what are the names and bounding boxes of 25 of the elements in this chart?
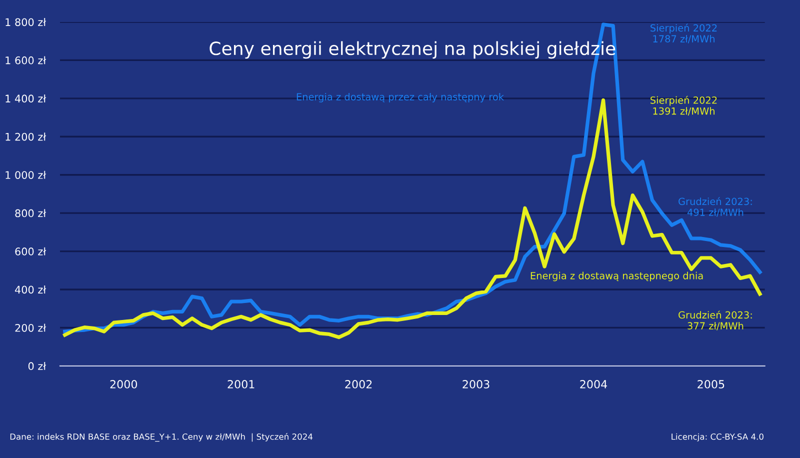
y-tick-label: 800 zł [15,209,46,218]
text: Dane: indeks RDN BASE oraz BASE_Y+1. Ceny w zł/MWh | Styczeń 2024 [10,433,313,442]
annotation: Sierpień 2022 1787 zł/MWh [650,24,717,44]
x-tick-label: 2003 [462,380,490,388]
y-tick-label: 200 zł [15,324,46,332]
y-tick-label: 1 200 zł [6,132,46,141]
text: Ceny energii elektrycznej na polskiej giełdzie [210,41,616,59]
text: Energia z dostawą przez cały następny rok [296,92,504,102]
x-tick-label: 2001 [228,380,254,388]
y-tick-label: 1 400 zł [6,94,46,103]
y-tick-label: 600 zł [15,247,46,256]
x-tick-label: 2005 [698,380,724,388]
x-tick-label: 2002 [345,380,372,388]
text: Licencja: CC-BY-SA 4.0 [672,433,764,442]
y-tick-label: 0 zł [28,362,46,370]
y-tick-label: 1 000 zł [6,170,46,179]
x-tick-label: 2004 [580,380,608,388]
y-tick-label: 1 800 zł [6,18,46,26]
y-tick-label: 400 zł [15,286,46,294]
annotation: Sierpień 2022 1391 zł/MWh [650,96,717,116]
y-tick-label: 1 600 zł [6,56,46,64]
x-tick-label: 2000 [110,380,138,388]
annotation: Grudzień 2023: 377 zł/MWh [678,310,752,330]
annotation: Grudzień 2023: 491 zł/MWh [678,197,752,217]
series-label: Energia z dostawą następnego dnia [530,272,703,282]
